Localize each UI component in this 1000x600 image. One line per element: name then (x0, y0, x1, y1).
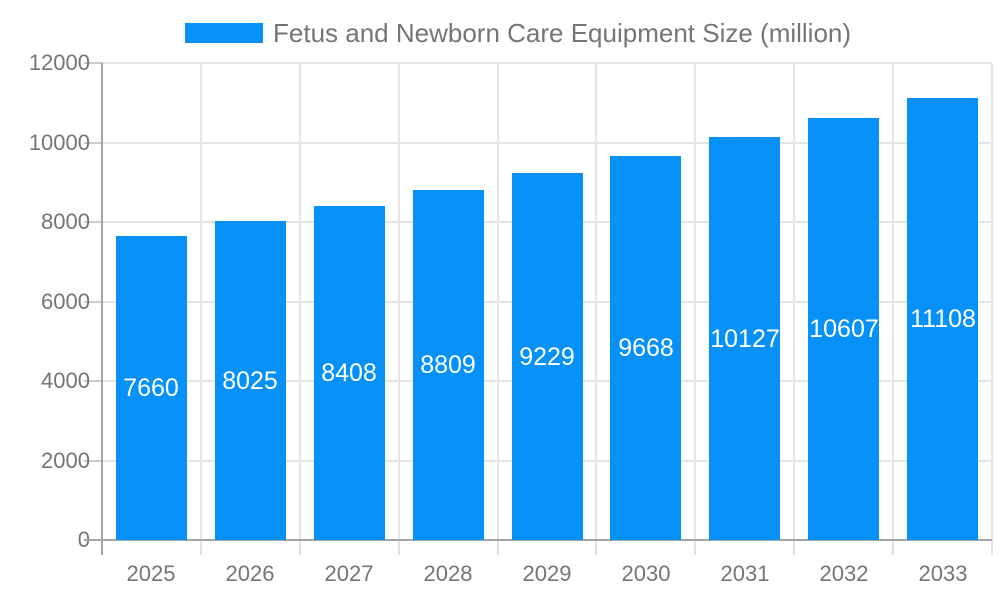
y-axis-label: 2000 (41, 448, 90, 473)
bar-value-label: 11108 (910, 305, 976, 333)
y-axis-label: 10000 (28, 130, 90, 155)
x-axis-tick (398, 540, 400, 555)
bar-value-label: 9668 (618, 334, 674, 362)
x-axis-label: 2025 (126, 561, 176, 586)
x-axis-label: 2028 (423, 561, 473, 586)
bar-value-label: 8025 (222, 367, 278, 395)
bar (610, 156, 681, 540)
y-axis-tick (84, 62, 102, 64)
bar-value-label: 10127 (710, 325, 780, 353)
x-axis-label: 2032 (819, 561, 869, 586)
bar (413, 190, 484, 540)
x-axis-tick (200, 540, 202, 555)
y-axis-tick (84, 142, 102, 144)
bar (116, 236, 187, 540)
x-axis-label: 2031 (720, 561, 770, 586)
y-axis-label: 6000 (41, 289, 90, 314)
x-axis-label: 2030 (621, 561, 671, 586)
x-axis-tick (694, 540, 696, 555)
y-axis-tick (84, 221, 102, 223)
y-axis-tick (84, 380, 102, 382)
y-axis-label: 12000 (28, 50, 90, 75)
gridline-vertical (892, 63, 894, 540)
gridline-vertical (694, 63, 696, 540)
gridline-vertical (595, 63, 597, 540)
x-axis-tick (892, 540, 894, 555)
x-axis-line (84, 539, 992, 541)
gridline-vertical (497, 63, 499, 540)
gridline-vertical (793, 63, 795, 540)
y-axis-line (101, 63, 103, 555)
gridline-vertical (299, 63, 301, 540)
gridline-horizontal (102, 142, 992, 144)
bar (907, 98, 978, 540)
bar-value-label: 8408 (321, 359, 377, 387)
legend-swatch (185, 23, 263, 43)
x-axis-tick (299, 540, 301, 555)
y-axis-label: 8000 (41, 209, 90, 234)
gridline-vertical (200, 63, 202, 540)
y-axis-label: 4000 (41, 368, 90, 393)
x-axis-label: 2033 (918, 561, 968, 586)
y-axis-tick (84, 460, 102, 462)
bar-value-label: 10607 (809, 315, 879, 343)
bar (215, 221, 286, 540)
gridline-vertical (398, 63, 400, 540)
x-axis-label: 2026 (225, 561, 275, 586)
bar-value-label: 9229 (519, 343, 575, 371)
x-axis-label: 2029 (522, 561, 572, 586)
x-axis-tick (595, 540, 597, 555)
bar (314, 206, 385, 540)
bar (512, 173, 583, 540)
x-axis-tick (991, 540, 993, 555)
gridline-horizontal (102, 62, 992, 64)
gridline-vertical (991, 63, 993, 540)
y-axis-label: 0 (77, 527, 90, 552)
y-axis-tick (84, 301, 102, 303)
bar (808, 118, 879, 540)
bar-value-label: 7660 (123, 374, 179, 402)
legend-label: Fetus and Newborn Care Equipment Size (m… (273, 18, 852, 48)
x-axis-tick (793, 540, 795, 555)
x-axis-label: 2027 (324, 561, 374, 586)
x-axis-tick (497, 540, 499, 555)
bar (709, 137, 780, 540)
bar-value-label: 8809 (420, 351, 476, 379)
